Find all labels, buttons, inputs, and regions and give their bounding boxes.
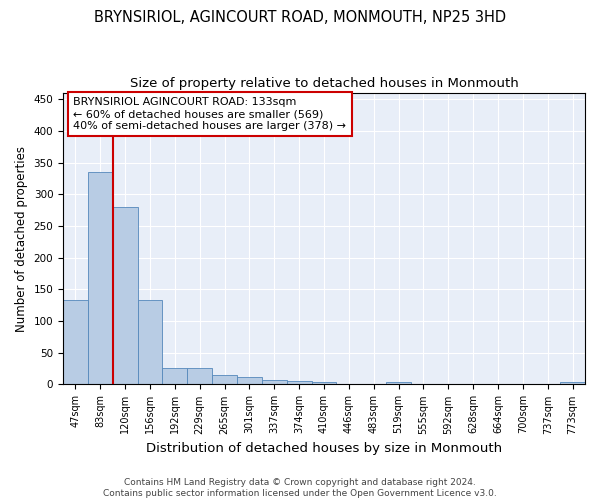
Bar (262, 380, 287, 384)
Title: Size of property relative to detached houses in Monmouth: Size of property relative to detached ho… (130, 78, 518, 90)
Bar (311, 382, 337, 384)
Bar (187, 368, 212, 384)
Bar (137, 300, 163, 384)
Bar (113, 207, 137, 384)
Bar (287, 380, 311, 384)
Text: Contains HM Land Registry data © Crown copyright and database right 2024.
Contai: Contains HM Land Registry data © Crown c… (103, 478, 497, 498)
Bar (386, 382, 411, 384)
Bar (237, 378, 262, 384)
Text: BRYNSIRIOL AGINCOURT ROAD: 133sqm
← 60% of detached houses are smaller (569)
40%: BRYNSIRIOL AGINCOURT ROAD: 133sqm ← 60% … (73, 98, 346, 130)
Bar (63, 300, 88, 384)
Bar (212, 375, 237, 384)
Text: BRYNSIRIOL, AGINCOURT ROAD, MONMOUTH, NP25 3HD: BRYNSIRIOL, AGINCOURT ROAD, MONMOUTH, NP… (94, 10, 506, 25)
X-axis label: Distribution of detached houses by size in Monmouth: Distribution of detached houses by size … (146, 442, 502, 455)
Y-axis label: Number of detached properties: Number of detached properties (15, 146, 28, 332)
Bar (163, 368, 187, 384)
Bar (88, 172, 113, 384)
Bar (560, 382, 585, 384)
